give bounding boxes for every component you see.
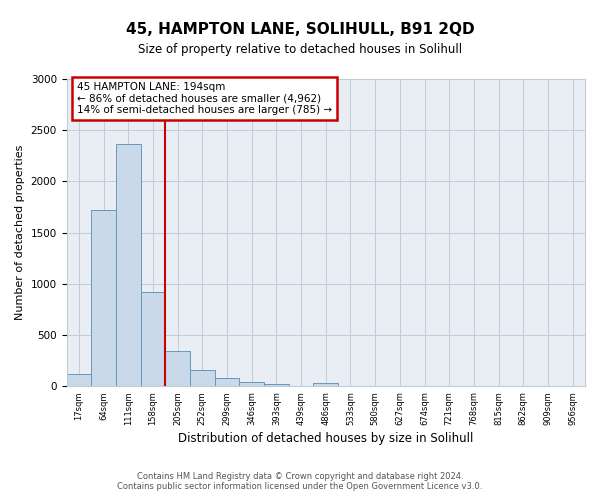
Bar [67, 374, 91, 386]
Text: 45, HAMPTON LANE, SOLIHULL, B91 2QD: 45, HAMPTON LANE, SOLIHULL, B91 2QD [125, 22, 475, 38]
Bar [165, 352, 190, 386]
Y-axis label: Number of detached properties: Number of detached properties [15, 145, 25, 320]
Bar [313, 383, 338, 386]
Text: Contains public sector information licensed under the Open Government Licence v3: Contains public sector information licen… [118, 482, 482, 491]
Bar [190, 370, 215, 386]
Bar [140, 292, 165, 386]
Bar [215, 378, 239, 386]
Text: Contains HM Land Registry data © Crown copyright and database right 2024.: Contains HM Land Registry data © Crown c… [137, 472, 463, 481]
Bar [116, 144, 140, 386]
X-axis label: Distribution of detached houses by size in Solihull: Distribution of detached houses by size … [178, 432, 473, 445]
Bar [91, 210, 116, 386]
Text: Size of property relative to detached houses in Solihull: Size of property relative to detached ho… [138, 42, 462, 56]
Bar [264, 384, 289, 386]
Text: 45 HAMPTON LANE: 194sqm
← 86% of detached houses are smaller (4,962)
14% of semi: 45 HAMPTON LANE: 194sqm ← 86% of detache… [77, 82, 332, 116]
Bar [239, 382, 264, 386]
